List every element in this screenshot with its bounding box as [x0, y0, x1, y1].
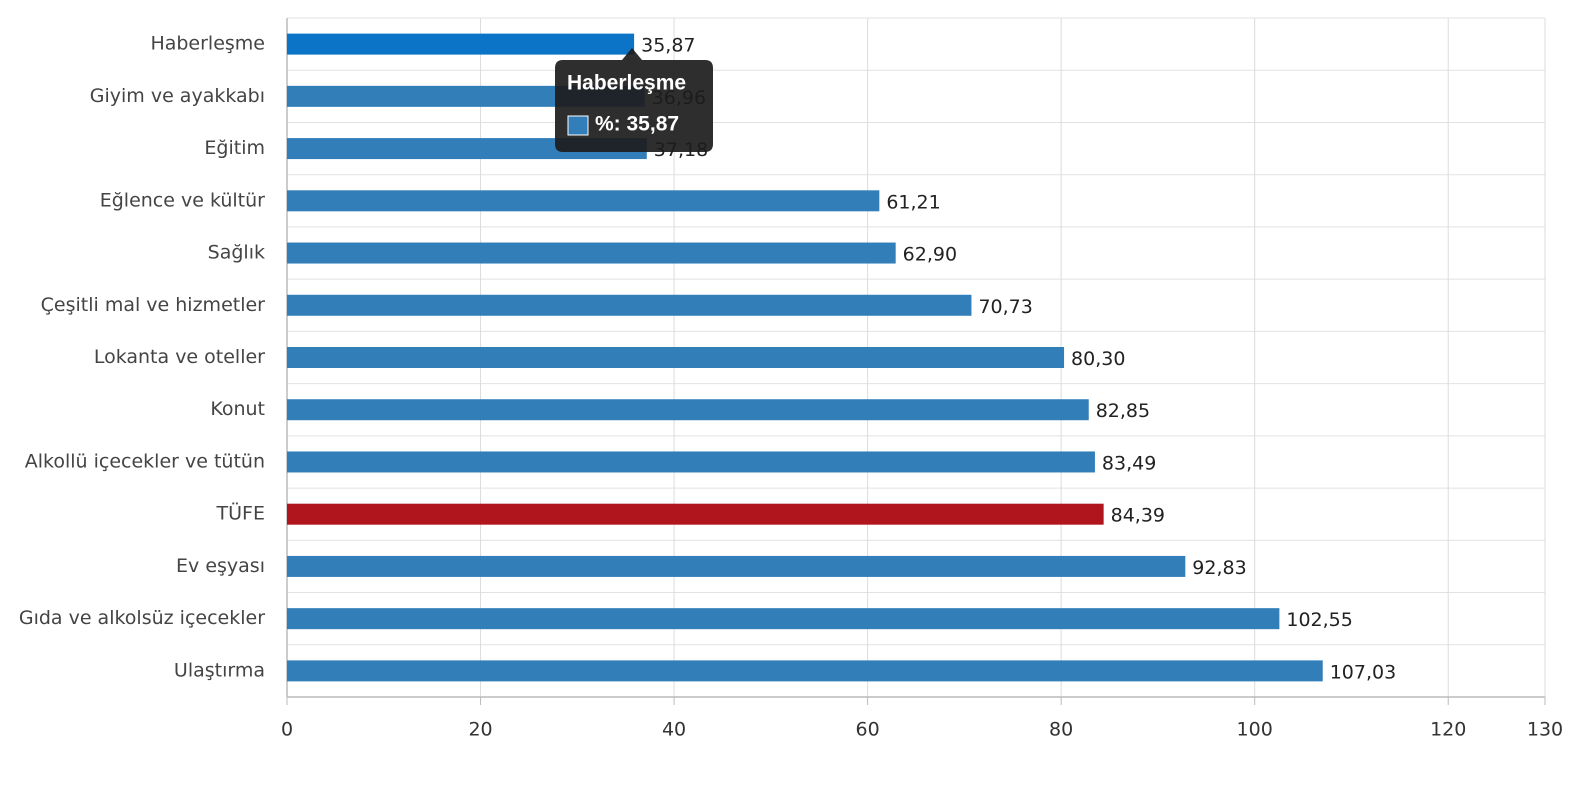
value-label: 61,21	[886, 191, 940, 213]
tooltip-text: %: 35,87	[595, 113, 679, 136]
tooltip-title: Haberleşme	[567, 72, 686, 95]
x-tick-label: 0	[281, 719, 293, 741]
tooltip-swatch	[567, 115, 589, 136]
y-tick-label: Alkollü içecekler ve tütün	[25, 450, 265, 472]
y-tick-label: Haberleşme	[150, 33, 265, 55]
value-label: 70,73	[978, 296, 1032, 318]
tooltip: Haberleşme %: 35,87	[555, 48, 713, 152]
value-label: 35,87	[641, 35, 695, 57]
bar	[287, 660, 1323, 682]
x-tick-label: 100	[1237, 719, 1273, 741]
value-label: 82,85	[1096, 400, 1150, 422]
x-tick-label: 120	[1430, 719, 1466, 741]
y-tick-label: Konut	[210, 398, 265, 420]
y-tick-label: Gıda ve alkolsüz içecekler	[19, 607, 265, 629]
x-tick-label: 80	[1049, 719, 1073, 741]
value-label: 102,55	[1286, 609, 1352, 631]
y-tick-label: Ev eşyası	[176, 555, 265, 577]
bar	[287, 347, 1065, 368]
bar	[287, 399, 1089, 421]
value-label: 80,30	[1071, 348, 1125, 370]
bar	[287, 503, 1104, 525]
y-tick-label: Giyim ve ayakkabı	[90, 85, 265, 107]
tooltip-box	[555, 48, 713, 152]
bar	[287, 555, 1186, 577]
bar	[287, 190, 880, 212]
value-label: 83,49	[1102, 452, 1156, 474]
y-tick-label: TÜFE	[216, 502, 265, 525]
x-tick-label: 130	[1527, 719, 1563, 741]
y-tick-label: Eğlence ve kültür	[100, 189, 265, 211]
y-tick-label: Sağlık	[208, 242, 265, 264]
value-label: 62,90	[903, 244, 957, 266]
y-tick-label: Lokanta ve oteller	[94, 346, 265, 368]
value-label: 84,39	[1111, 505, 1165, 527]
y-tick-label: Eğitim	[204, 137, 265, 159]
value-label: 92,83	[1192, 557, 1246, 579]
bar	[287, 242, 896, 264]
y-tick-label: Çeşitli mal ve hizmetler	[41, 294, 266, 316]
bar	[287, 33, 635, 55]
x-tick-label: 20	[468, 719, 492, 741]
bar	[287, 451, 1095, 473]
x-tick-label: 60	[856, 719, 880, 741]
x-tick-label: 40	[662, 719, 686, 741]
bar	[287, 608, 1280, 630]
y-tick-label: Ulaştırma	[174, 659, 265, 681]
bar	[287, 294, 972, 316]
value-label: 107,03	[1330, 661, 1396, 683]
